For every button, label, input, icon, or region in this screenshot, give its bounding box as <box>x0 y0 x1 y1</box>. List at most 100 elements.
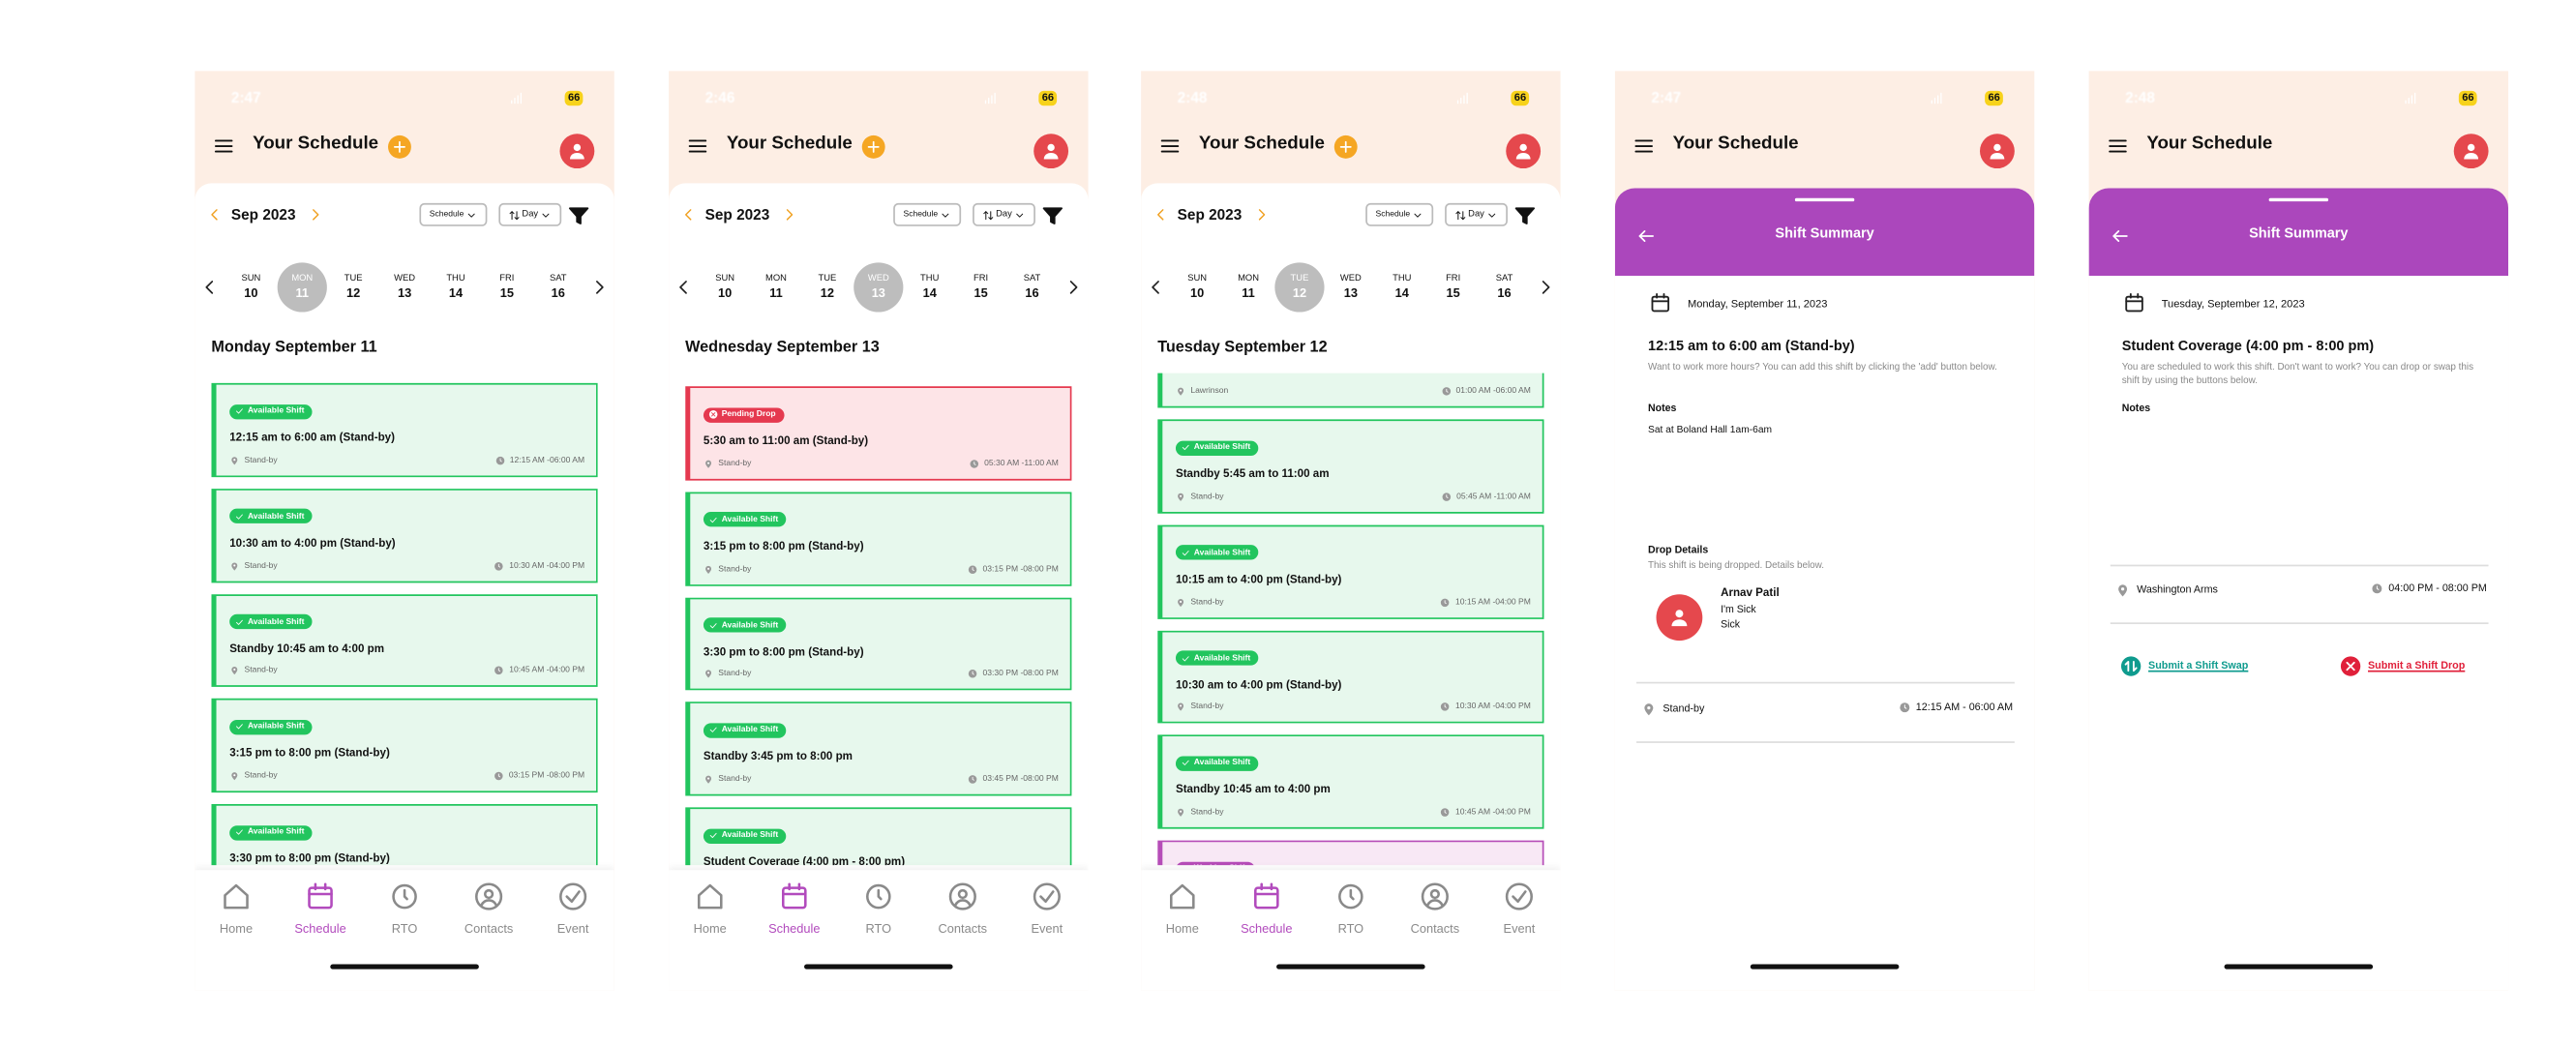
shift-card[interactable]: Available Shift 10:30 am to 4:00 pm (Stan… <box>1157 630 1544 725</box>
shift-card[interactable]: Available Shift 3:15 pm to 8:00 pm (Stand… <box>211 699 598 793</box>
filter-button[interactable] <box>568 205 589 226</box>
week-day[interactable]: THU 14 <box>905 262 954 312</box>
next-week[interactable] <box>1536 278 1555 297</box>
back-button[interactable] <box>1636 226 1656 246</box>
week-day[interactable]: TUE 12 <box>802 262 852 312</box>
shift-card[interactable]: Available Shift 12:15 am to 6:00 am (Stan… <box>211 382 598 477</box>
profile-avatar[interactable] <box>1979 134 2015 169</box>
menu-button[interactable] <box>1633 135 1655 157</box>
shift-location-group: Stand-by <box>229 561 278 571</box>
nav-icon <box>475 882 503 911</box>
shift-card[interactable]: Available Shift 10:15 am to 4:00 pm (Stan… <box>1157 524 1544 619</box>
shift-card[interactable]: Available Shift Standby 3:45 pm to 8:00 p… <box>685 702 1072 797</box>
week-day[interactable]: THU 14 <box>1377 262 1426 312</box>
prev-month[interactable] <box>1153 206 1169 223</box>
week-day[interactable]: SUN 10 <box>701 262 750 312</box>
profile-avatar[interactable] <box>1506 134 1542 169</box>
nav-item[interactable]: Home <box>674 881 746 946</box>
shift-card[interactable]: Available Shift 3:30 pm to 8:00 pm (Stand… <box>685 597 1072 692</box>
next-week[interactable] <box>589 278 609 297</box>
nav-item[interactable]: Event <box>1010 881 1083 946</box>
shift-card[interactable]: Pending Drop 5:30 am to 11:00 am (Stand-b… <box>685 386 1072 481</box>
shift-card[interactable]: Available Shift 3:30 pm to 8:00 pm (Stand… <box>211 804 598 866</box>
week-day[interactable]: FRI 15 <box>482 262 531 312</box>
view-dropdown[interactable]: Schedule <box>419 202 488 226</box>
week-day[interactable]: SAT 16 <box>1007 262 1057 312</box>
week-day[interactable]: TUE 12 <box>329 262 378 312</box>
nav-icon <box>559 882 587 911</box>
nav-item[interactable]: Contacts <box>926 881 999 946</box>
shift-card[interactable]: Available Shift Standby 5:45 am to 11:00 … <box>1157 419 1544 514</box>
filter-button[interactable] <box>1514 205 1536 226</box>
shift-card[interactable]: Available Shift Standby 10:45 am to 4:00 … <box>211 593 598 688</box>
pin-icon-part <box>2120 587 2125 591</box>
filter-button-part <box>1514 207 1536 224</box>
menu-button[interactable] <box>213 135 234 157</box>
nav-item[interactable]: Home <box>199 881 272 946</box>
add-button[interactable] <box>861 134 885 159</box>
menu-button[interactable] <box>1159 135 1181 157</box>
nav-item[interactable]: Contacts <box>1398 881 1471 946</box>
action-button[interactable]: Submit a Shift Swap <box>2120 655 2248 676</box>
nav-item[interactable]: Schedule <box>758 881 830 946</box>
week-day[interactable]: SAT 16 <box>1480 262 1529 312</box>
week-day[interactable]: WED 13 <box>1326 262 1375 312</box>
profile-avatar[interactable] <box>2453 134 2489 169</box>
week-day[interactable]: WED 13 <box>379 262 429 312</box>
nav-item[interactable]: Schedule <box>1230 881 1303 946</box>
menu-button[interactable] <box>687 135 708 157</box>
nav-item[interactable]: RTO <box>1314 881 1387 946</box>
add-button[interactable] <box>388 134 411 159</box>
nav-item[interactable]: RTO <box>369 881 441 946</box>
nav-item[interactable]: RTO <box>842 881 914 946</box>
week-day[interactable]: MON 11 <box>277 262 327 313</box>
week-day[interactable]: SUN 10 <box>1173 262 1222 312</box>
view-dropdown[interactable]: Schedule <box>893 202 962 226</box>
prev-month[interactable] <box>680 206 697 223</box>
next-month[interactable] <box>781 206 797 223</box>
week-day[interactable]: SAT 16 <box>533 262 583 312</box>
filter-button[interactable] <box>1042 205 1063 226</box>
week-day[interactable]: TUE 12 <box>1274 262 1325 313</box>
prev-month[interactable] <box>206 206 223 223</box>
next-month[interactable] <box>1253 206 1270 223</box>
nav-item[interactable]: Event <box>537 881 610 946</box>
week-day-date: 12 <box>820 285 835 301</box>
nav-item[interactable]: Schedule <box>285 881 357 946</box>
prev-week[interactable] <box>674 278 693 297</box>
sort-icon-part <box>988 216 994 220</box>
shift-card[interactable]: Available Shift 3:15 pm to 8:00 pm (Stand… <box>685 492 1072 586</box>
sort-dropdown[interactable]: Day <box>973 202 1035 226</box>
shift-card[interactable]: Available Shift 10:30 am to 4:00 pm (Stan… <box>211 488 598 582</box>
next-month[interactable] <box>307 206 323 223</box>
menu-button[interactable] <box>2107 135 2128 157</box>
add-button[interactable] <box>1333 134 1358 159</box>
week-day[interactable]: SUN 10 <box>226 262 276 312</box>
back-button[interactable] <box>2111 226 2130 246</box>
shift-location-group: Stand-by <box>704 775 751 785</box>
week-day[interactable]: MON 11 <box>1223 262 1273 312</box>
shift-card[interactable]: Available Shift Student Coverage (4:00 pm… <box>685 807 1072 866</box>
nav-label: Schedule <box>294 921 346 937</box>
profile-avatar[interactable] <box>559 134 595 169</box>
week-day[interactable]: FRI 15 <box>956 262 1005 312</box>
profile-avatar[interactable] <box>1033 134 1069 169</box>
week-day[interactable]: MON 11 <box>751 262 800 312</box>
sort-dropdown[interactable]: Day <box>498 202 562 226</box>
nav-item[interactable]: Event <box>1483 881 1555 946</box>
sort-dropdown[interactable]: Day <box>1445 202 1508 226</box>
shift-card[interactable]: Available Shift Standby 10:45 am to 4:00 … <box>1157 735 1544 830</box>
week-day[interactable]: WED 13 <box>854 262 904 313</box>
next-week[interactable] <box>1063 278 1083 297</box>
week-day[interactable]: FRI 15 <box>1428 262 1478 312</box>
prev-week[interactable] <box>1146 278 1165 297</box>
nav-item[interactable]: Home <box>1146 881 1218 946</box>
week-day[interactable]: THU 14 <box>431 262 480 312</box>
pin-icon <box>1644 703 1654 716</box>
prev-week[interactable] <box>199 278 219 297</box>
shift-card[interactable]: Lawrinson 01:00 AM -06:00 AM <box>1157 373 1544 408</box>
action-button[interactable]: Submit a Shift Drop <box>2340 655 2465 676</box>
nav-item[interactable]: Contacts <box>453 881 525 946</box>
view-dropdown[interactable]: Schedule <box>1365 202 1434 226</box>
